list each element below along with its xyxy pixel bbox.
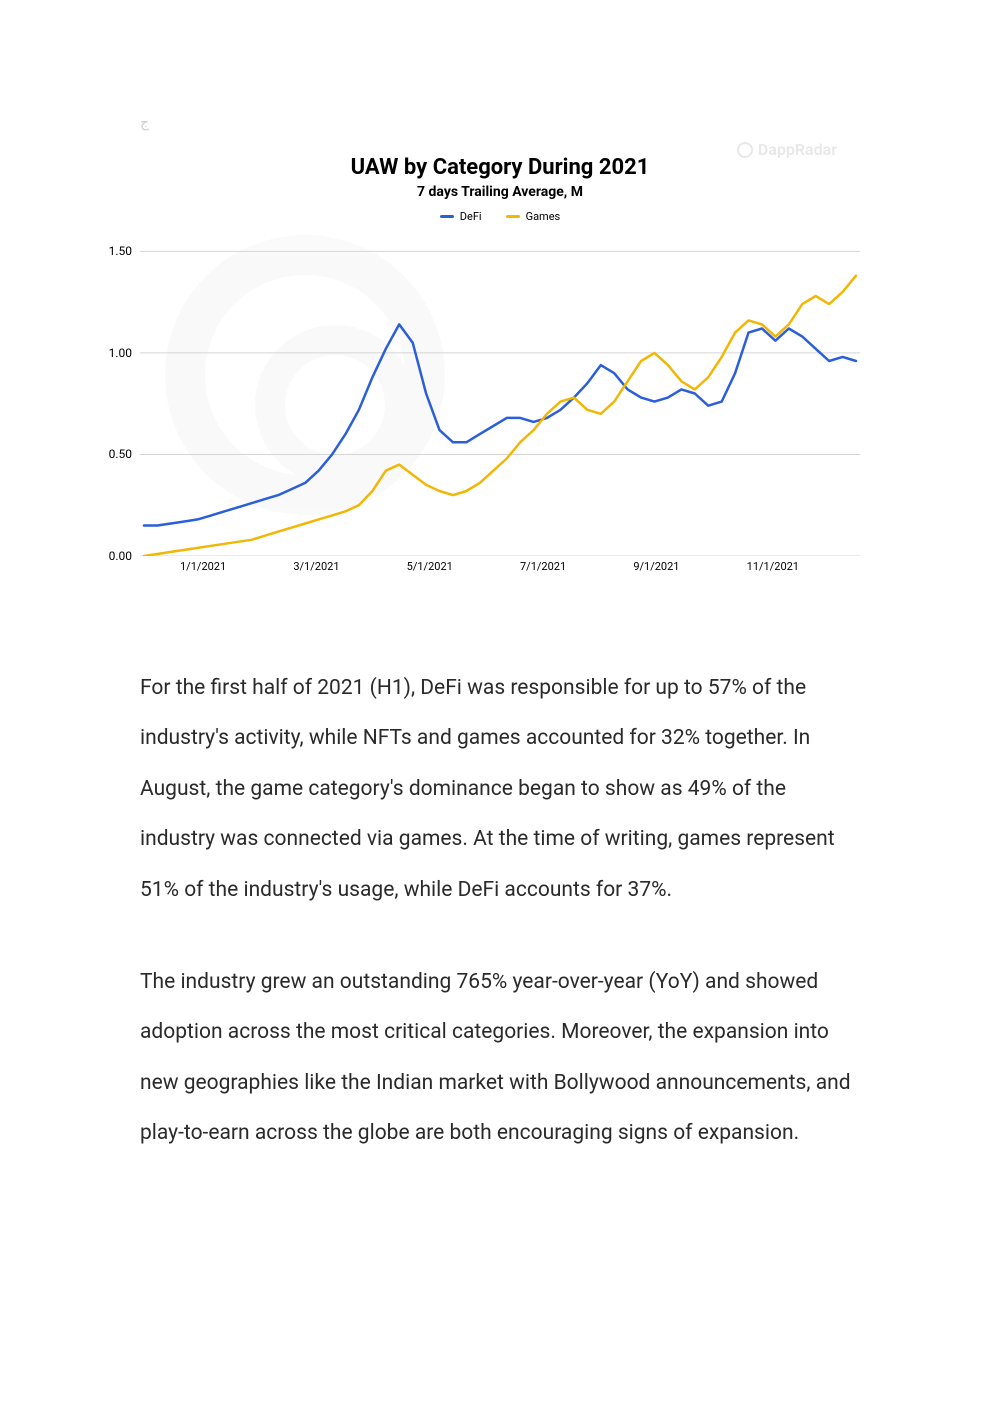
chart-svg	[140, 231, 860, 556]
x-axis-labels: 1/1/2021 3/1/2021 5/1/2021 7/1/2021 9/1/…	[180, 560, 860, 573]
y-tick-label: 0.50	[109, 447, 132, 461]
legend-swatch-games	[506, 215, 520, 218]
chart-plot: 1.50 1.00 0.50 0.00	[140, 231, 860, 556]
uaw-chart: UAW by Category During 2021 7 days Trail…	[140, 155, 860, 573]
chart-legend: DeFi Games	[140, 210, 860, 223]
legend-swatch-defi	[440, 215, 454, 218]
legend-item-games: Games	[506, 210, 561, 223]
x-tick-label: 3/1/2021	[293, 560, 406, 573]
top-mark-icon: ج	[140, 115, 149, 131]
legend-item-defi: DeFi	[440, 210, 482, 223]
y-tick-label: 0.00	[109, 549, 132, 563]
brand-watermark: DappRadar	[737, 140, 837, 159]
document-page: ج DappRadar UAW by Category During 2021 …	[0, 0, 992, 1261]
chart-subtitle: 7 days Trailing Average, M	[140, 184, 860, 200]
x-tick-label: 9/1/2021	[633, 560, 746, 573]
x-tick-label: 7/1/2021	[520, 560, 633, 573]
y-tick-label: 1.00	[109, 346, 132, 360]
brand-watermark-text: DappRadar	[758, 140, 837, 159]
x-tick-label: 5/1/2021	[407, 560, 520, 573]
x-tick-label: 11/1/2021	[747, 560, 860, 573]
article-body: For the first half of 2021 (H1), DeFi wa…	[140, 663, 852, 1159]
legend-label-games: Games	[526, 210, 561, 223]
paragraph: For the first half of 2021 (H1), DeFi wa…	[140, 663, 852, 915]
legend-label-defi: DeFi	[460, 210, 482, 223]
brand-watermark-icon	[737, 142, 753, 158]
paragraph: The industry grew an outstanding 765% ye…	[140, 957, 852, 1159]
x-tick-label: 1/1/2021	[180, 560, 293, 573]
y-tick-label: 1.50	[109, 244, 132, 258]
